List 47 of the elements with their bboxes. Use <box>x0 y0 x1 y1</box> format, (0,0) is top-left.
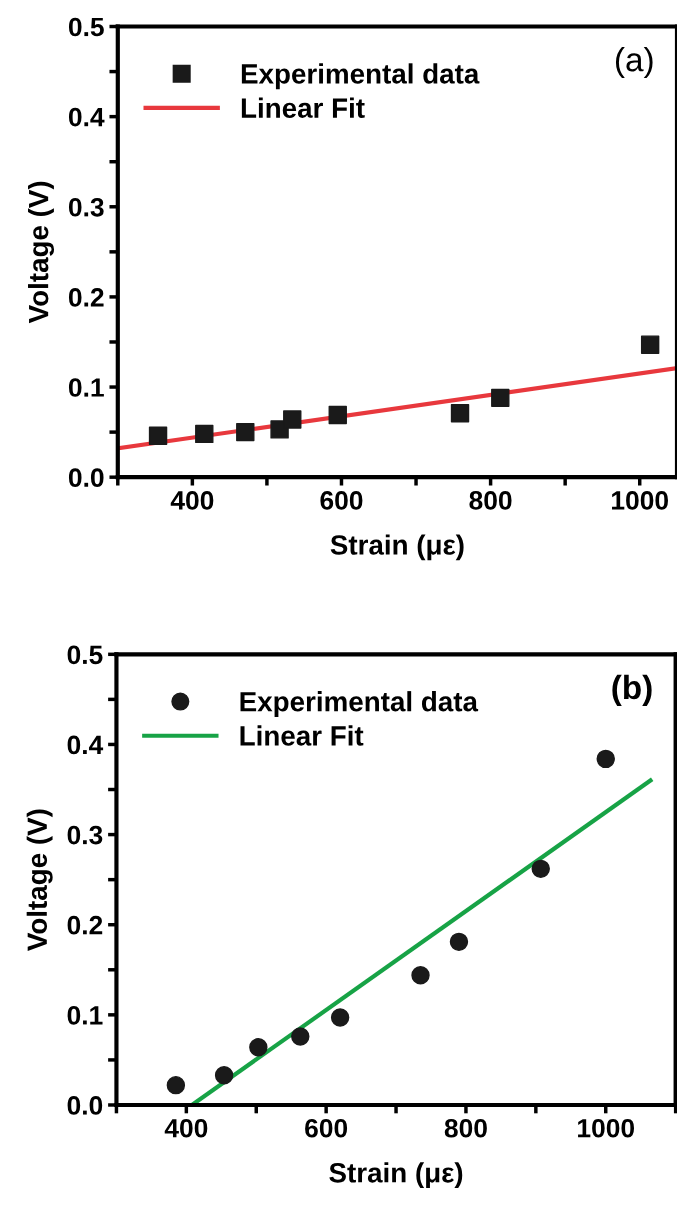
y-tick-label: 0.5 <box>68 17 104 37</box>
point <box>291 1027 310 1046</box>
point <box>283 410 302 429</box>
y-tick-label: 0.5 <box>67 645 103 665</box>
x-tick-label: 600 <box>305 1118 348 1138</box>
point <box>450 403 470 423</box>
y-tick-label: 0.4 <box>67 735 104 755</box>
x-tick-label: 600 <box>320 491 363 510</box>
x-axis-title: Strain (με) <box>330 534 464 561</box>
y-tick-label: 0.4 <box>68 107 105 127</box>
y-tick-label: 0.3 <box>67 825 103 845</box>
legend-label: Linear Fit <box>241 97 365 118</box>
annotation: (b) <box>612 674 652 706</box>
x-tick-label: 800 <box>469 491 512 510</box>
point <box>640 335 660 354</box>
x-tick-label: 1000 <box>578 1118 635 1138</box>
point <box>214 1066 234 1085</box>
y-tick-label: 0.2 <box>68 288 104 307</box>
point <box>531 859 550 879</box>
x-tick-label: 400 <box>170 491 214 510</box>
point <box>236 422 255 442</box>
legend-label: Experimental data <box>240 691 479 717</box>
x-tick-label: 1000 <box>612 491 668 510</box>
point <box>148 426 168 445</box>
point <box>596 749 615 769</box>
y-tick-label: 0.0 <box>67 1096 103 1115</box>
annotation: (a) <box>615 47 653 79</box>
point <box>166 1075 186 1095</box>
point <box>249 1038 268 1057</box>
y-tick-label: 0.1 <box>68 378 104 397</box>
y-tick-label: 0.1 <box>67 1005 103 1025</box>
y-axis-title: Voltage (V) <box>28 181 55 324</box>
point <box>195 424 214 444</box>
point <box>330 1008 350 1027</box>
x-axis-title: Strain (με) <box>329 1162 463 1189</box>
legend-label: Experimental data <box>241 63 480 90</box>
point <box>328 405 347 425</box>
x-tick-label: 800 <box>444 1118 487 1138</box>
legend-label: Linear Fit <box>240 725 364 746</box>
point <box>491 388 510 408</box>
y-axis-title: Voltage (V) <box>26 809 53 951</box>
point <box>411 965 430 985</box>
x-tick-label: 400 <box>164 1118 208 1138</box>
y-tick-label: 0.0 <box>68 468 104 487</box>
point <box>449 932 469 952</box>
y-tick-label: 0.2 <box>67 915 103 935</box>
y-tick-label: 0.3 <box>68 197 104 217</box>
